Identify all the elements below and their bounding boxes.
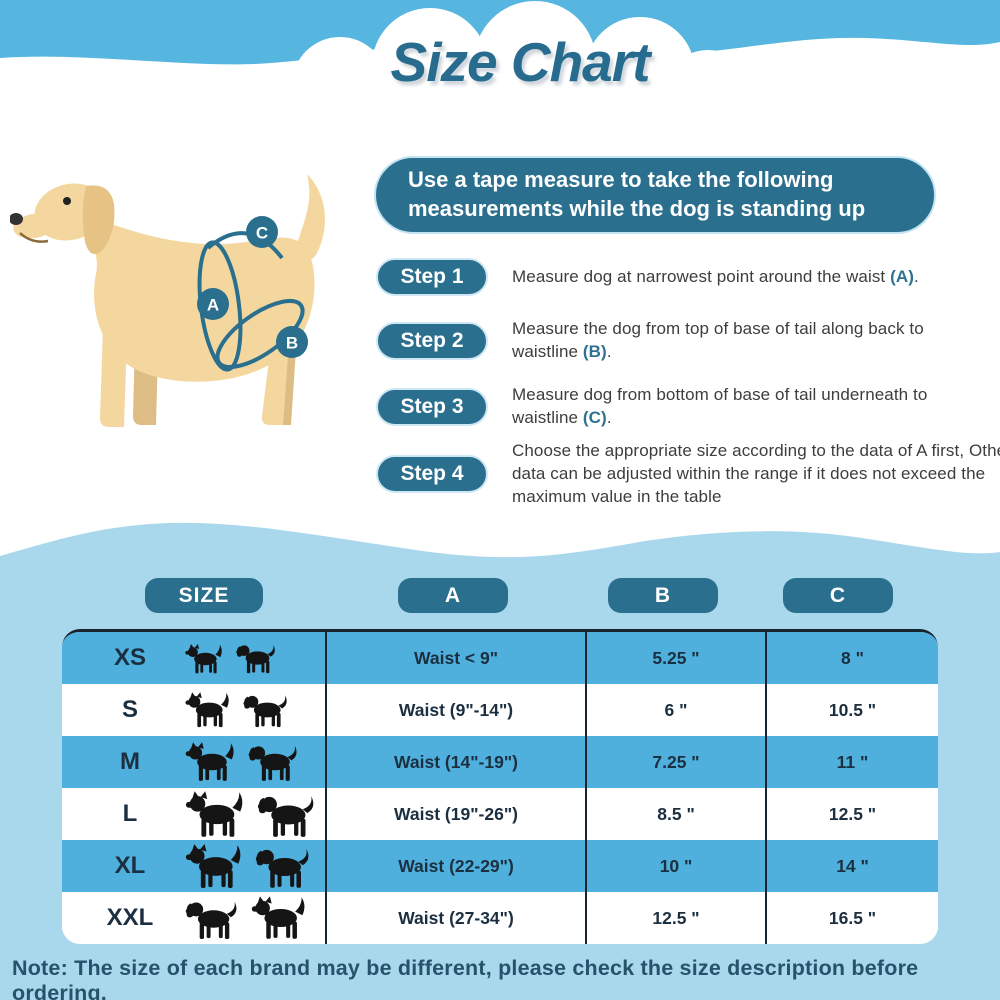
step-4-badge: Step 4 bbox=[376, 455, 488, 494]
measure-badge-a: A bbox=[197, 288, 229, 320]
step-3-badge: Step 3 bbox=[376, 387, 488, 426]
dog-silhouette-icon bbox=[235, 642, 276, 674]
step-2-text: Measure the dog from top of base of tail… bbox=[512, 319, 924, 361]
table-row-s: S Waist (9"-14") 6 " 10.5 " bbox=[62, 684, 938, 736]
b-value-cell: 12.5 " bbox=[585, 892, 765, 944]
step-row-2: Step 2 Measure the dog from top of base … bbox=[376, 318, 952, 364]
step-3-text: Measure dog from bottom of base of tail … bbox=[512, 385, 928, 427]
table-row-xs: XS Waist < 9" 5.25 " 8 " bbox=[62, 632, 938, 684]
column-header-a: A bbox=[398, 578, 508, 613]
c-value-cell: 16.5 " bbox=[765, 892, 938, 944]
size-cell: M bbox=[62, 736, 325, 788]
waist-cell: Waist < 9" bbox=[325, 632, 585, 684]
waist-cell: Waist (27-34") bbox=[325, 892, 585, 944]
dog-silhouette-icon bbox=[184, 742, 235, 782]
size-table: XS Waist < 9" 5.25 " 8 " S Waist (9"-14"… bbox=[62, 629, 938, 944]
dog-silhouette-icon bbox=[184, 898, 238, 940]
table-row-xxl: XXL Waist (27-34") 12.5 " 16.5 " bbox=[62, 892, 938, 944]
dog-silhouette-icon bbox=[254, 845, 310, 889]
svg-text:C: C bbox=[256, 224, 268, 243]
c-value-cell: 11 " bbox=[765, 736, 938, 788]
table-row-l: L Waist (19"-26") 8.5 " 12.5 " bbox=[62, 788, 938, 840]
b-value-cell: 6 " bbox=[585, 684, 765, 736]
dog-silhouette-icon bbox=[242, 692, 288, 728]
step-row-1: Step 1 Measure dog at narrowest point ar… bbox=[376, 258, 1000, 296]
dog-ear bbox=[82, 185, 115, 254]
c-value-cell: 12.5 " bbox=[765, 788, 938, 840]
waist-cell: Waist (19"-26") bbox=[325, 788, 585, 840]
step-1-text: Measure dog at narrowest point around th… bbox=[512, 266, 919, 286]
table-row-m: M Waist (14"-19") 7.25 " 11 " bbox=[62, 736, 938, 788]
cloud-shape bbox=[292, 1, 753, 140]
svg-text:B: B bbox=[286, 334, 298, 353]
dog-nose bbox=[10, 213, 23, 225]
measure-badge-c: C bbox=[246, 216, 278, 248]
column-header-c: C bbox=[783, 578, 893, 613]
waist-cell: Waist (14"-19") bbox=[325, 736, 585, 788]
size-cell: S bbox=[62, 684, 325, 736]
size-cell: XXL bbox=[62, 892, 325, 944]
dog-silhouette-icon bbox=[184, 844, 242, 889]
under-tail-measure-line bbox=[215, 298, 305, 370]
column-header-b: B bbox=[608, 578, 718, 613]
size-cell: XS bbox=[62, 632, 325, 684]
waist-cell: Waist (22-29") bbox=[325, 840, 585, 892]
instructions-header: Use a tape measure to take the following… bbox=[374, 156, 936, 234]
dog-silhouette-icon bbox=[184, 791, 244, 838]
svg-text:A: A bbox=[207, 296, 219, 315]
dog-silhouette-icon bbox=[184, 692, 230, 728]
table-row-xl: XL Waist (22-29") 10 " 14 " bbox=[62, 840, 938, 892]
measure-badge-b: B bbox=[276, 326, 308, 358]
b-value-cell: 7.25 " bbox=[585, 736, 765, 788]
dog-silhouette-icon bbox=[247, 742, 298, 782]
b-value-cell: 8.5 " bbox=[585, 788, 765, 840]
b-value-cell: 5.25 " bbox=[585, 632, 765, 684]
b-value-cell: 10 " bbox=[585, 840, 765, 892]
wave-divider bbox=[0, 522, 1000, 576]
step-row-4: Step 4 Choose the appropriate size accor… bbox=[376, 440, 1000, 509]
dog-silhouette-icon bbox=[256, 792, 315, 838]
waist-cell: Waist (9"-14") bbox=[325, 684, 585, 736]
c-value-cell: 8 " bbox=[765, 632, 938, 684]
step-4-text: Choose the appropriate size according to… bbox=[512, 441, 1000, 506]
dog-eye bbox=[63, 197, 71, 205]
step-row-3: Step 3 Measure dog from bottom of base o… bbox=[376, 384, 952, 430]
dog-silhouette-icon bbox=[184, 644, 223, 674]
dog-silhouette-icon bbox=[250, 896, 306, 940]
size-cell: L bbox=[62, 788, 325, 840]
step-1-badge: Step 1 bbox=[376, 258, 488, 296]
step-2-badge: Step 2 bbox=[376, 321, 488, 360]
sky-band-graphic bbox=[0, 0, 1000, 140]
size-cell: XL bbox=[62, 840, 325, 892]
page-title: Size Chart bbox=[390, 31, 651, 93]
footer-note: Note: The size of each brand may be diff… bbox=[12, 956, 919, 1000]
column-header-size: SIZE bbox=[145, 578, 263, 613]
c-value-cell: 10.5 " bbox=[765, 684, 938, 736]
dog-measurement-diagram: A B C bbox=[10, 174, 325, 427]
c-value-cell: 14 " bbox=[765, 840, 938, 892]
